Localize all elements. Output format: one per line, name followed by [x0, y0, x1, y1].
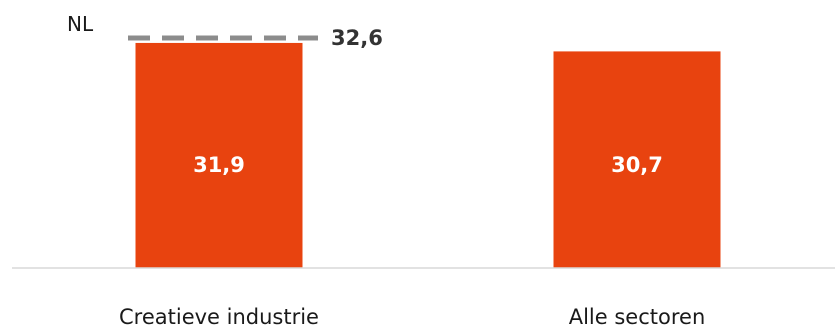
category-label-1: Alle sectoren	[569, 305, 706, 329]
bars-group: 31,9 Creatieve industrie 30,7 Alle sectoren	[119, 42, 721, 329]
bar-1	[553, 51, 721, 268]
bar-0	[135, 42, 303, 268]
category-label-0: Creatieve industrie	[119, 305, 319, 329]
bar-value-label-1: 30,7	[611, 153, 663, 177]
bar-value-label-0: 31,9	[193, 153, 245, 177]
reference-line-label: NL	[67, 12, 94, 36]
reference-line-value: 32,6	[331, 26, 383, 50]
